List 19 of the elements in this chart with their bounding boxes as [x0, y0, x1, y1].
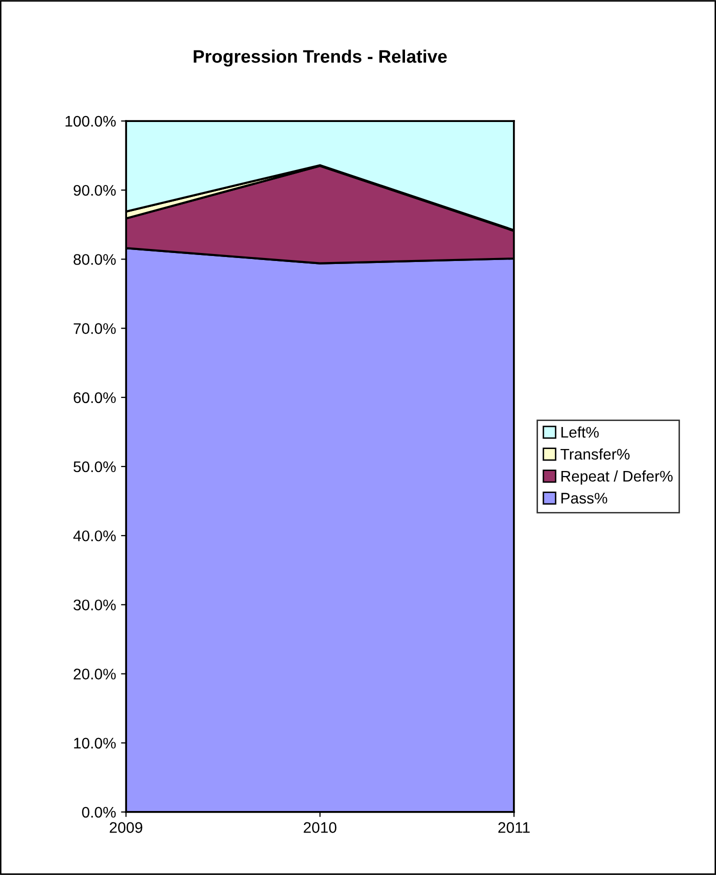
y-tick-label: 40.0%: [73, 530, 116, 542]
legend-label: Pass%: [561, 492, 608, 504]
y-tick-label: 50.0%: [74, 461, 116, 472]
y-tick-label: 70.0%: [74, 323, 116, 334]
legend-label: Repeat / Defer%: [561, 470, 673, 485]
y-tick-label: 10.0%: [74, 738, 116, 749]
x-tick-label: 2010: [304, 822, 336, 833]
chart-title: Progression Trends - Relative: [194, 50, 447, 66]
y-tick-label: 60.0%: [74, 392, 116, 404]
x-tick-label: 2009: [110, 822, 142, 833]
y-tick-label: 100.0%: [66, 116, 116, 127]
y-tick-label: 90.0%: [74, 184, 116, 196]
y-tick-label: 20.0%: [74, 668, 116, 680]
x-tick-label: 2011: [498, 822, 530, 833]
y-tick-label: 30.0%: [74, 600, 116, 610]
legend-label: Transfer%: [560, 448, 630, 460]
y-tick-label: 0.0%: [82, 806, 116, 818]
y-tick-label: 80.0%: [74, 254, 116, 265]
legend-label: Left%: [561, 426, 599, 438]
